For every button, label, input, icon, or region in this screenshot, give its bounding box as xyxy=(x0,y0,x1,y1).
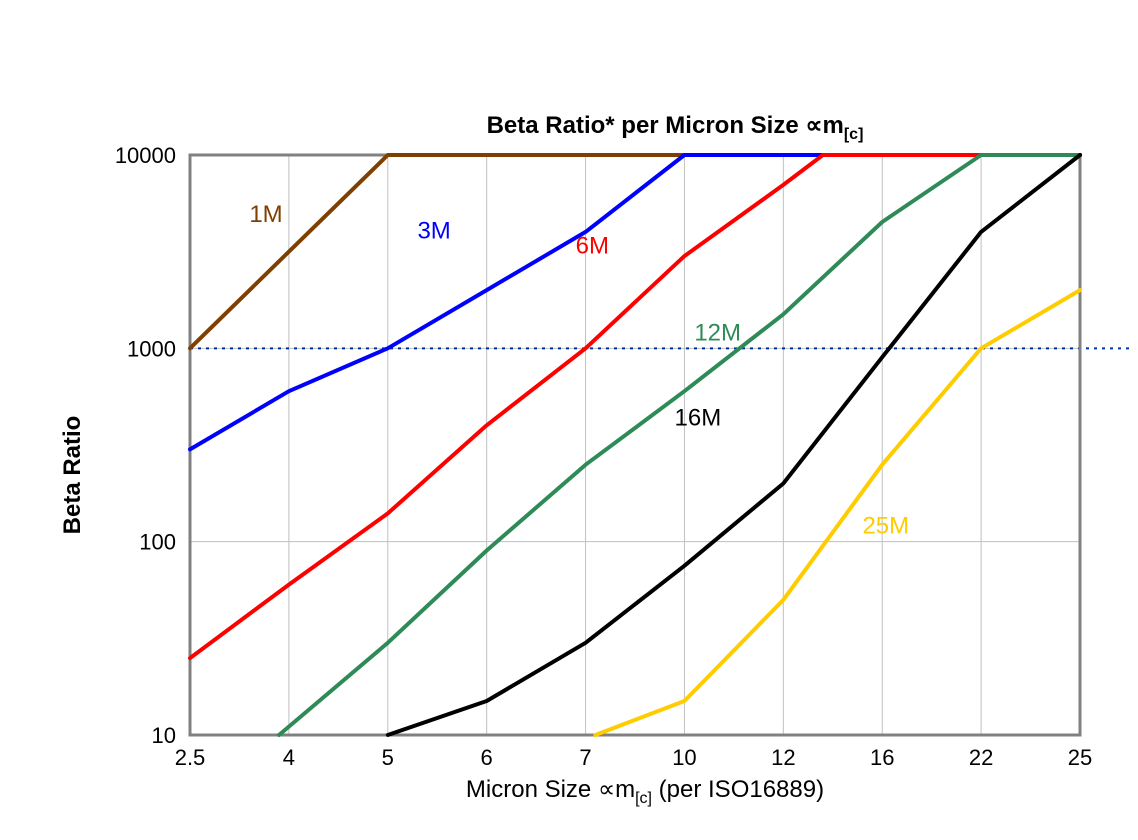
beta-ratio-chart: 1M 3M 6M 12M 16M 25M 10 100 1000 10000 2.5 4 5 6 7 10 12… xyxy=(0,0,1138,840)
x-tick-label: 6 xyxy=(481,745,493,770)
series-label-1M: 1M xyxy=(249,201,282,228)
x-tick-label: 7 xyxy=(579,745,591,770)
chart-title: Beta Ratio* per Micron Size ∝m[c] xyxy=(487,112,864,143)
series-label-3M: 3M xyxy=(417,217,450,244)
series-line-25M xyxy=(595,290,1080,735)
y-axis-label: Beta Ratio xyxy=(59,416,86,535)
x-axis-label: Micron Size ∝m[c] (per ISO16889) xyxy=(466,776,824,807)
x-tick-label: 10 xyxy=(672,745,696,770)
chart-svg: 1M 3M 6M 12M 16M 25M 10 100 1000 10000 2.5 4 5 6 7 10 12… xyxy=(0,0,1138,840)
y-tick-label: 1000 xyxy=(127,336,176,361)
x-tick-label: 16 xyxy=(870,745,894,770)
y-tick-label: 100 xyxy=(139,530,176,555)
series-label-16M: 16M xyxy=(675,404,722,431)
y-tick-label: 10000 xyxy=(115,143,176,168)
x-tick-label: 12 xyxy=(771,745,795,770)
y-tick-label: 10 xyxy=(152,723,176,748)
x-tick-label: 25 xyxy=(1068,745,1092,770)
series-line-1M xyxy=(190,155,1080,348)
series-line-12M xyxy=(279,155,1080,735)
series-label-6M: 6M xyxy=(576,232,609,259)
x-tick-label: 5 xyxy=(382,745,394,770)
x-tick-label: 22 xyxy=(969,745,993,770)
series-label-12M: 12M xyxy=(694,319,741,346)
x-tick-label: 4 xyxy=(283,745,295,770)
series-label-25M: 25M xyxy=(862,513,909,540)
x-tick-label: 2.5 xyxy=(175,745,206,770)
plot-border xyxy=(190,155,1080,735)
series-line-6M xyxy=(190,155,1080,658)
